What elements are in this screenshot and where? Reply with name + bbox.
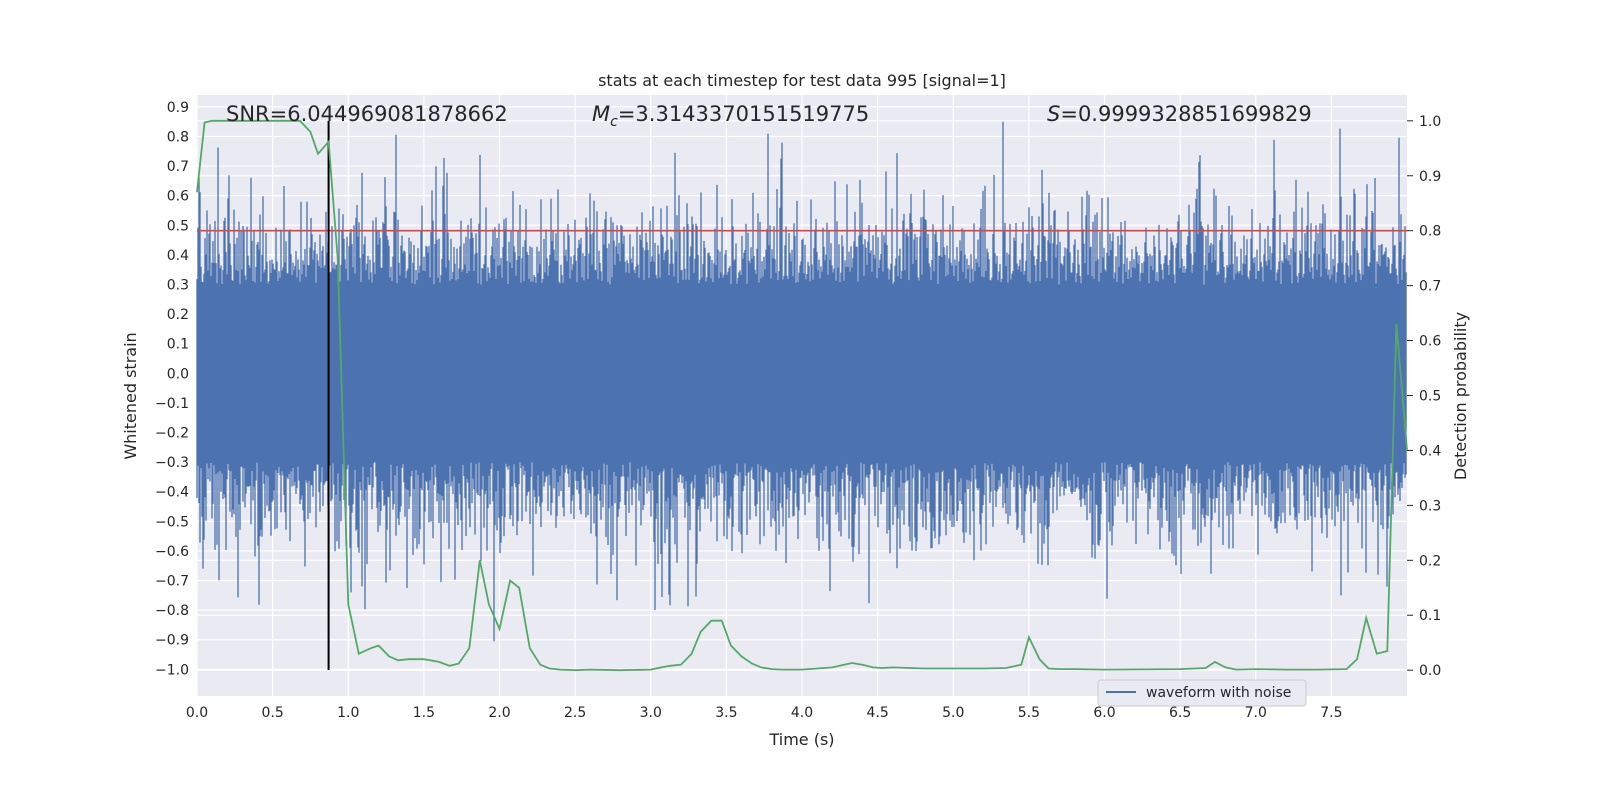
- chart-title: stats at each timestep for test data 995…: [598, 71, 1006, 90]
- x-tick-label: 1.5: [413, 705, 435, 721]
- x-tick-label: 6.5: [1169, 705, 1191, 721]
- left-y-tick-label: 0.7: [167, 159, 189, 175]
- x-tick-label: 5.5: [1018, 705, 1040, 721]
- legend-box: [1097, 679, 1307, 707]
- legend-label-waveform: waveform with noise: [1146, 685, 1291, 701]
- left-y-tick-label: 0.0: [167, 366, 189, 382]
- right-y-axis-label: Detection probability: [1451, 312, 1470, 480]
- left-y-axis-ticks: 0.9 0.8 0.7 0.6 0.5 0.4 0.3 0.2 0.1 0.0 −0.1 −0.2 −0…: [155, 100, 189, 679]
- x-tick-label: 7.0: [1245, 705, 1267, 721]
- x-axis-ticks: 0.0 0.5 1.0 1.5 2.0 2.5 3.0 3.5 4.0 4.5 5.0 5.5 6.0 6…: [186, 705, 1343, 721]
- right-y-tick-label: 0.9: [1419, 169, 1441, 185]
- x-tick-label: 4.5: [866, 705, 888, 721]
- right-y-tick-label: 0.2: [1419, 553, 1441, 569]
- left-y-tick-label: 0.9: [167, 100, 189, 116]
- right-y-axis-ticks: 1.0 0.9 0.8 0.7 0.6 0.5 0.4 0.3 0.2 0.1 0.0: [1407, 114, 1441, 679]
- right-y-tick-label: 0.3: [1419, 498, 1441, 514]
- x-tick-label: 3.5: [715, 705, 737, 721]
- left-y-tick-label: −0.5: [155, 514, 189, 530]
- x-tick-label: 7.5: [1320, 705, 1342, 721]
- snr-annotation: SNR=6.044969081878662: [226, 102, 508, 126]
- x-tick-label: 3.0: [640, 705, 662, 721]
- right-y-tick-label: 0.1: [1419, 608, 1441, 624]
- left-y-tick-label: 0.3: [167, 277, 189, 293]
- x-tick-label: 0.0: [186, 705, 208, 721]
- x-tick-label: 4.0: [791, 705, 813, 721]
- x-tick-label: 2.5: [564, 705, 586, 721]
- left-y-tick-label: 0.8: [167, 129, 189, 145]
- left-y-tick-label: 0.1: [167, 337, 189, 353]
- score-annotation: S=0.9999328851699829: [1047, 102, 1312, 126]
- left-y-tick-label: −0.9: [155, 633, 189, 649]
- left-y-tick-label: −0.4: [155, 485, 189, 501]
- left-y-tick-label: −0.1: [155, 396, 189, 412]
- left-y-tick-label: 0.5: [167, 218, 189, 234]
- left-y-tick-label: −0.3: [155, 455, 189, 471]
- x-tick-label: 1.0: [337, 705, 359, 721]
- right-y-tick-label: 0.0: [1419, 663, 1441, 679]
- right-y-tick-label: 0.4: [1419, 443, 1441, 459]
- right-y-tick-label: 0.7: [1419, 279, 1441, 295]
- left-y-tick-label: −0.8: [155, 603, 189, 619]
- left-y-tick-label: −0.6: [155, 544, 189, 560]
- left-y-tick-label: 0.6: [167, 189, 189, 205]
- x-axis-label: Time (s): [768, 730, 834, 749]
- waveform-trace: [196, 121, 1407, 642]
- right-y-tick-label: 1.0: [1419, 114, 1441, 130]
- left-y-tick-label: −0.7: [155, 574, 189, 590]
- chirp-mass-annotation: Mc=3.3143370151519775: [592, 102, 869, 130]
- right-y-tick-label: 0.8: [1419, 224, 1441, 240]
- left-y-tick-label: 0.4: [167, 248, 189, 264]
- legend: waveform with noise: [1097, 679, 1307, 707]
- left-y-tick-label: −1.0: [155, 662, 189, 678]
- x-tick-label: 5.0: [942, 705, 964, 721]
- x-tick-label: 0.5: [261, 705, 283, 721]
- x-tick-label: 2.0: [488, 705, 510, 721]
- left-y-tick-label: 0.2: [167, 307, 189, 323]
- left-y-tick-label: −0.2: [155, 426, 189, 442]
- waveform-series: [196, 121, 1407, 642]
- x-tick-label: 6.0: [1093, 705, 1115, 721]
- right-y-tick-label: 0.6: [1419, 334, 1441, 350]
- right-y-tick-label: 0.5: [1419, 389, 1441, 405]
- left-y-axis-label: Whitened strain: [121, 332, 140, 459]
- detection-probability-series: [196, 119, 1408, 672]
